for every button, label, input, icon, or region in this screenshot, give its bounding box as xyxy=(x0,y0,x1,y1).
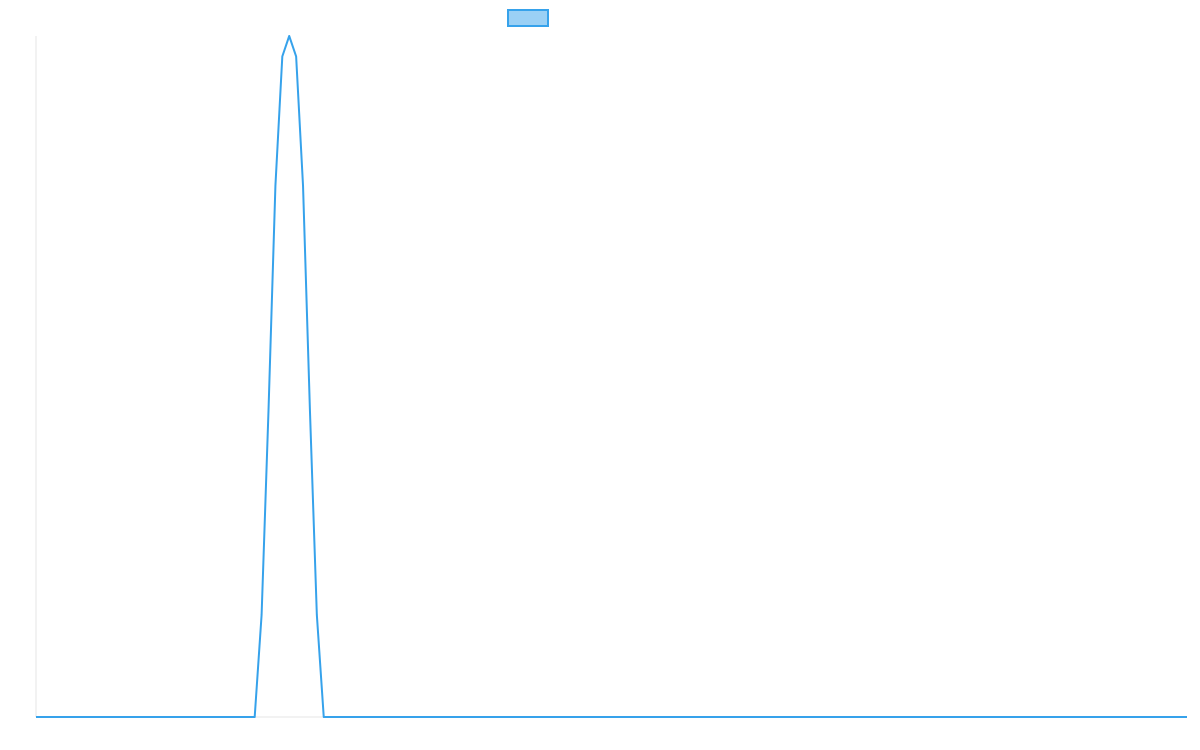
series-layer xyxy=(36,35,1187,718)
axes xyxy=(35,36,1187,718)
legend-swatch[interactable] xyxy=(507,9,549,27)
series-line-0[interactable] xyxy=(36,35,1187,718)
legend[interactable] xyxy=(507,9,549,27)
